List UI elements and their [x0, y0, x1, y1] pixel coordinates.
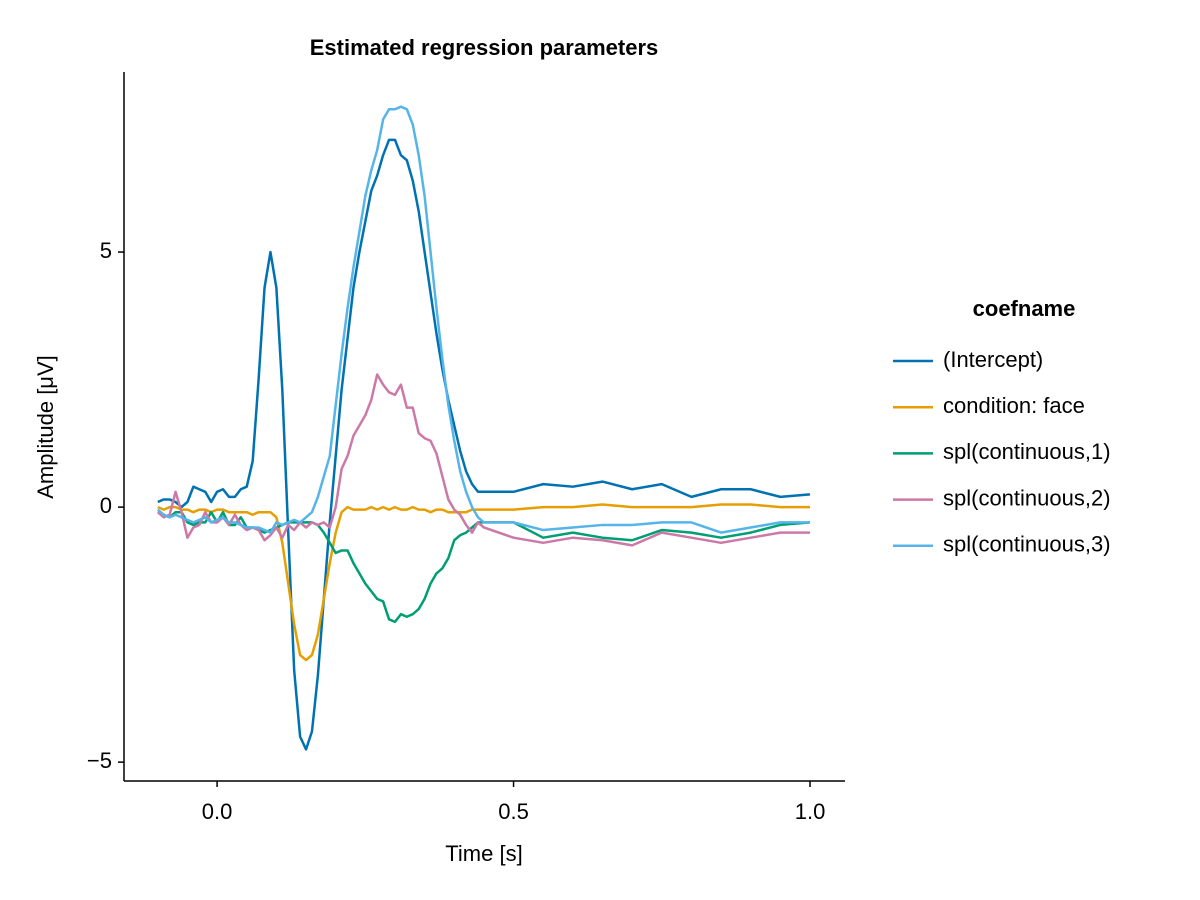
y-axis-label: Amplitude [μV]	[33, 355, 58, 499]
y-tick-label: 5	[100, 238, 112, 263]
legend-title: coefname	[973, 296, 1076, 321]
legend-label: (Intercept)	[943, 347, 1043, 372]
legend-label: spl(continuous,1)	[943, 439, 1111, 464]
y-tick-label: −5	[87, 748, 112, 773]
legend-label: condition: face	[943, 393, 1085, 418]
x-axis-label: Time [s]	[445, 841, 522, 866]
legend-label: spl(continuous,3)	[943, 532, 1111, 557]
x-tick-label: 0.0	[202, 799, 233, 824]
y-tick-label: 0	[100, 493, 112, 518]
series-line	[157, 503, 811, 662]
series-line	[156, 373, 811, 547]
legend-label: spl(continuous,2)	[943, 485, 1111, 510]
x-tick-label: 0.5	[498, 799, 529, 824]
chart-title: Estimated regression parameters	[310, 35, 659, 60]
series-line	[156, 105, 811, 534]
x-tick-label: 1.0	[795, 799, 826, 824]
series-line	[157, 138, 811, 751]
